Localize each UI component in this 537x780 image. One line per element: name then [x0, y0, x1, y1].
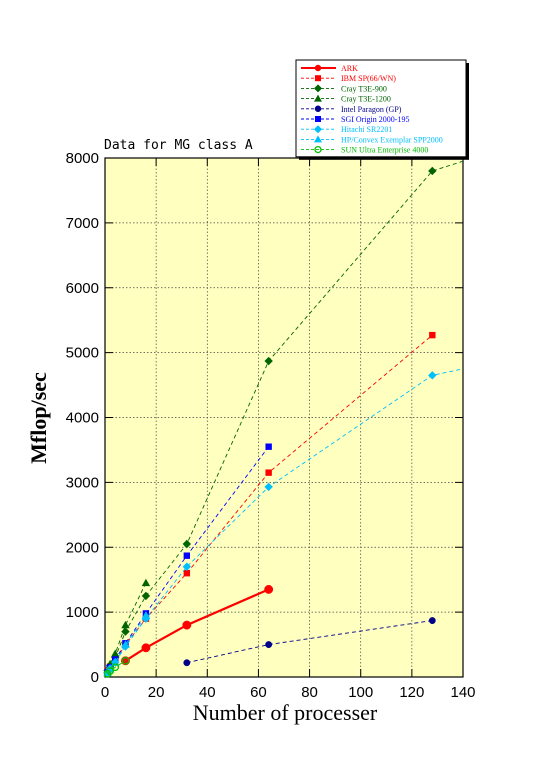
- legend-entry: Cray T3E-1200: [301, 94, 391, 104]
- data-point: [264, 584, 274, 594]
- legend-marker: [315, 116, 321, 122]
- data-point: [141, 643, 151, 653]
- data-point: [111, 663, 120, 672]
- legend-entry: Cray T3E-900: [301, 84, 387, 93]
- data-point: [428, 371, 437, 380]
- data-point: [265, 469, 272, 476]
- data-point: [182, 539, 192, 549]
- legend-label: SGI Origin 2000-195: [341, 115, 409, 124]
- data-point: [141, 614, 151, 623]
- legend-entry: IBM SP(66/WN): [301, 74, 396, 83]
- x-tick-label: 60: [250, 684, 267, 701]
- data-point: [111, 649, 120, 657]
- data-point: [141, 578, 151, 587]
- data-point: [265, 443, 272, 450]
- series-line: [124, 588, 270, 662]
- legend-marker: [314, 145, 322, 154]
- legend-label: IBM SP(66/WN): [341, 74, 396, 83]
- legend-label: Cray T3E-1200: [341, 95, 391, 104]
- data-point: [182, 620, 192, 630]
- y-axis-title: Mflop/sec: [26, 372, 51, 464]
- data-point: [141, 591, 151, 601]
- data-point: [183, 552, 191, 559]
- data-point: [121, 627, 130, 636]
- y-tick-label: 7000: [66, 215, 99, 232]
- series-layer: [103, 160, 464, 678]
- legend-label: SUN Ultra Enterprise 4000: [341, 146, 428, 155]
- y-tick-label: 4000: [66, 410, 99, 427]
- y-tick-label: 6000: [66, 280, 99, 297]
- legend-marker: [314, 64, 322, 72]
- legend-marker: [314, 105, 322, 113]
- data-point: [106, 667, 114, 676]
- legend-label: HP/Convex Exemplar SPP2000: [341, 135, 443, 144]
- data-point: [264, 356, 273, 366]
- legend-label: Intel Paragon (GP): [341, 105, 402, 114]
- legend-label: ARK: [341, 64, 358, 73]
- chart-title: Data for MG class A: [104, 138, 253, 153]
- x-tick-label: 40: [199, 684, 216, 701]
- legend-marker: [315, 75, 321, 82]
- data-point: [183, 659, 191, 667]
- legend-entry: Intel Paragon (GP): [301, 105, 402, 114]
- data-point: [265, 641, 273, 649]
- series-group: [103, 656, 130, 678]
- data-point: [141, 611, 151, 619]
- series-line: [107, 334, 433, 671]
- y-tick-label: 1000: [66, 604, 99, 621]
- legend-entry: SGI Origin 2000-195: [301, 115, 409, 124]
- x-tick-label: 120: [399, 684, 424, 701]
- data-point: [121, 656, 130, 665]
- series-line: [107, 660, 126, 675]
- legend-marker: [314, 125, 322, 134]
- data-point: [429, 331, 436, 339]
- legend-box: [295, 59, 467, 158]
- series-group: [183, 617, 436, 667]
- data-point: [183, 570, 191, 577]
- legend-label: Cray T3E-900: [341, 84, 387, 93]
- y-tick-label: 3000: [66, 474, 99, 491]
- legend-entry: SUN Ultra Enterprise 4000: [301, 146, 428, 155]
- y-tick-label: 2000: [66, 539, 99, 556]
- legend-label: Hitachi SR2201: [341, 125, 392, 134]
- data-point: [121, 640, 130, 648]
- legend-marker: [314, 84, 322, 93]
- data-point: [264, 482, 273, 492]
- legend-entry: ARK: [301, 64, 358, 73]
- data-point: [428, 166, 437, 176]
- x-tick-label: 0: [101, 684, 109, 701]
- x-tick-label: 100: [348, 684, 373, 701]
- grid: [105, 158, 463, 677]
- x-tick-label: 80: [301, 684, 318, 701]
- data-point: [182, 562, 192, 571]
- data-point: [428, 617, 436, 625]
- data-point: [121, 620, 130, 629]
- y-tick-label: 5000: [66, 345, 99, 362]
- legend-entry: Hitachi SR2201: [301, 125, 392, 134]
- legend-entry: HP/Convex Exemplar SPP2000: [301, 135, 443, 144]
- x-tick-label: 20: [148, 684, 165, 701]
- axis-ticks: 0 20 40 60 80 100 120 140 0 1000 2000 3000 4000 5000 6…: [66, 150, 476, 701]
- legend-marker: [314, 135, 322, 143]
- x-tick-label: 140: [450, 684, 475, 701]
- y-tick-label: 8000: [66, 150, 99, 167]
- x-axis-title: Number of processer: [193, 700, 378, 725]
- y-tick-label: 0: [91, 669, 99, 686]
- legend-marker: [314, 94, 322, 102]
